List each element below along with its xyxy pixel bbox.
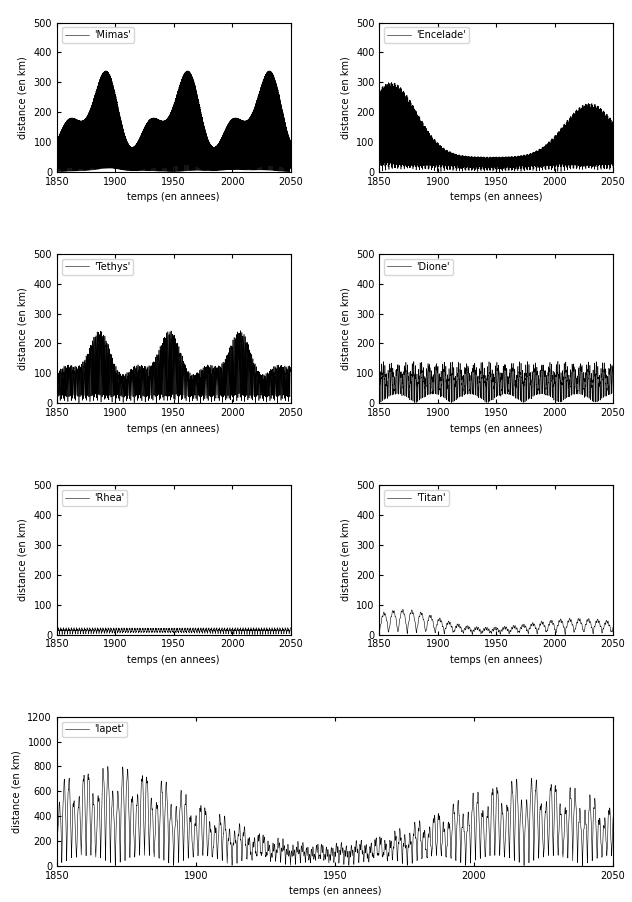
Y-axis label: distance (en km): distance (en km) bbox=[341, 56, 350, 139]
Legend: 'Encelade': 'Encelade' bbox=[384, 27, 469, 43]
Y-axis label: distance (en km): distance (en km) bbox=[12, 750, 22, 833]
X-axis label: temps (en annees): temps (en annees) bbox=[289, 887, 381, 897]
Y-axis label: distance (en km): distance (en km) bbox=[18, 519, 28, 602]
X-axis label: temps (en annees): temps (en annees) bbox=[450, 655, 542, 665]
X-axis label: temps (en annees): temps (en annees) bbox=[128, 424, 220, 434]
Y-axis label: distance (en km): distance (en km) bbox=[341, 519, 350, 602]
Legend: 'Dione': 'Dione' bbox=[384, 259, 453, 274]
Y-axis label: distance (en km): distance (en km) bbox=[341, 287, 350, 370]
Y-axis label: distance (en km): distance (en km) bbox=[18, 287, 28, 370]
Legend: 'Mimas': 'Mimas' bbox=[62, 27, 133, 43]
Legend: 'Rhea': 'Rhea' bbox=[62, 490, 127, 506]
X-axis label: temps (en annees): temps (en annees) bbox=[128, 655, 220, 665]
X-axis label: temps (en annees): temps (en annees) bbox=[450, 424, 542, 434]
Legend: 'Titan': 'Titan' bbox=[384, 490, 449, 506]
X-axis label: temps (en annees): temps (en annees) bbox=[450, 192, 542, 202]
Legend: 'Iapet': 'Iapet' bbox=[62, 722, 127, 737]
Legend: 'Tethys': 'Tethys' bbox=[62, 259, 133, 274]
Y-axis label: distance (en km): distance (en km) bbox=[18, 56, 28, 139]
X-axis label: temps (en annees): temps (en annees) bbox=[128, 192, 220, 202]
